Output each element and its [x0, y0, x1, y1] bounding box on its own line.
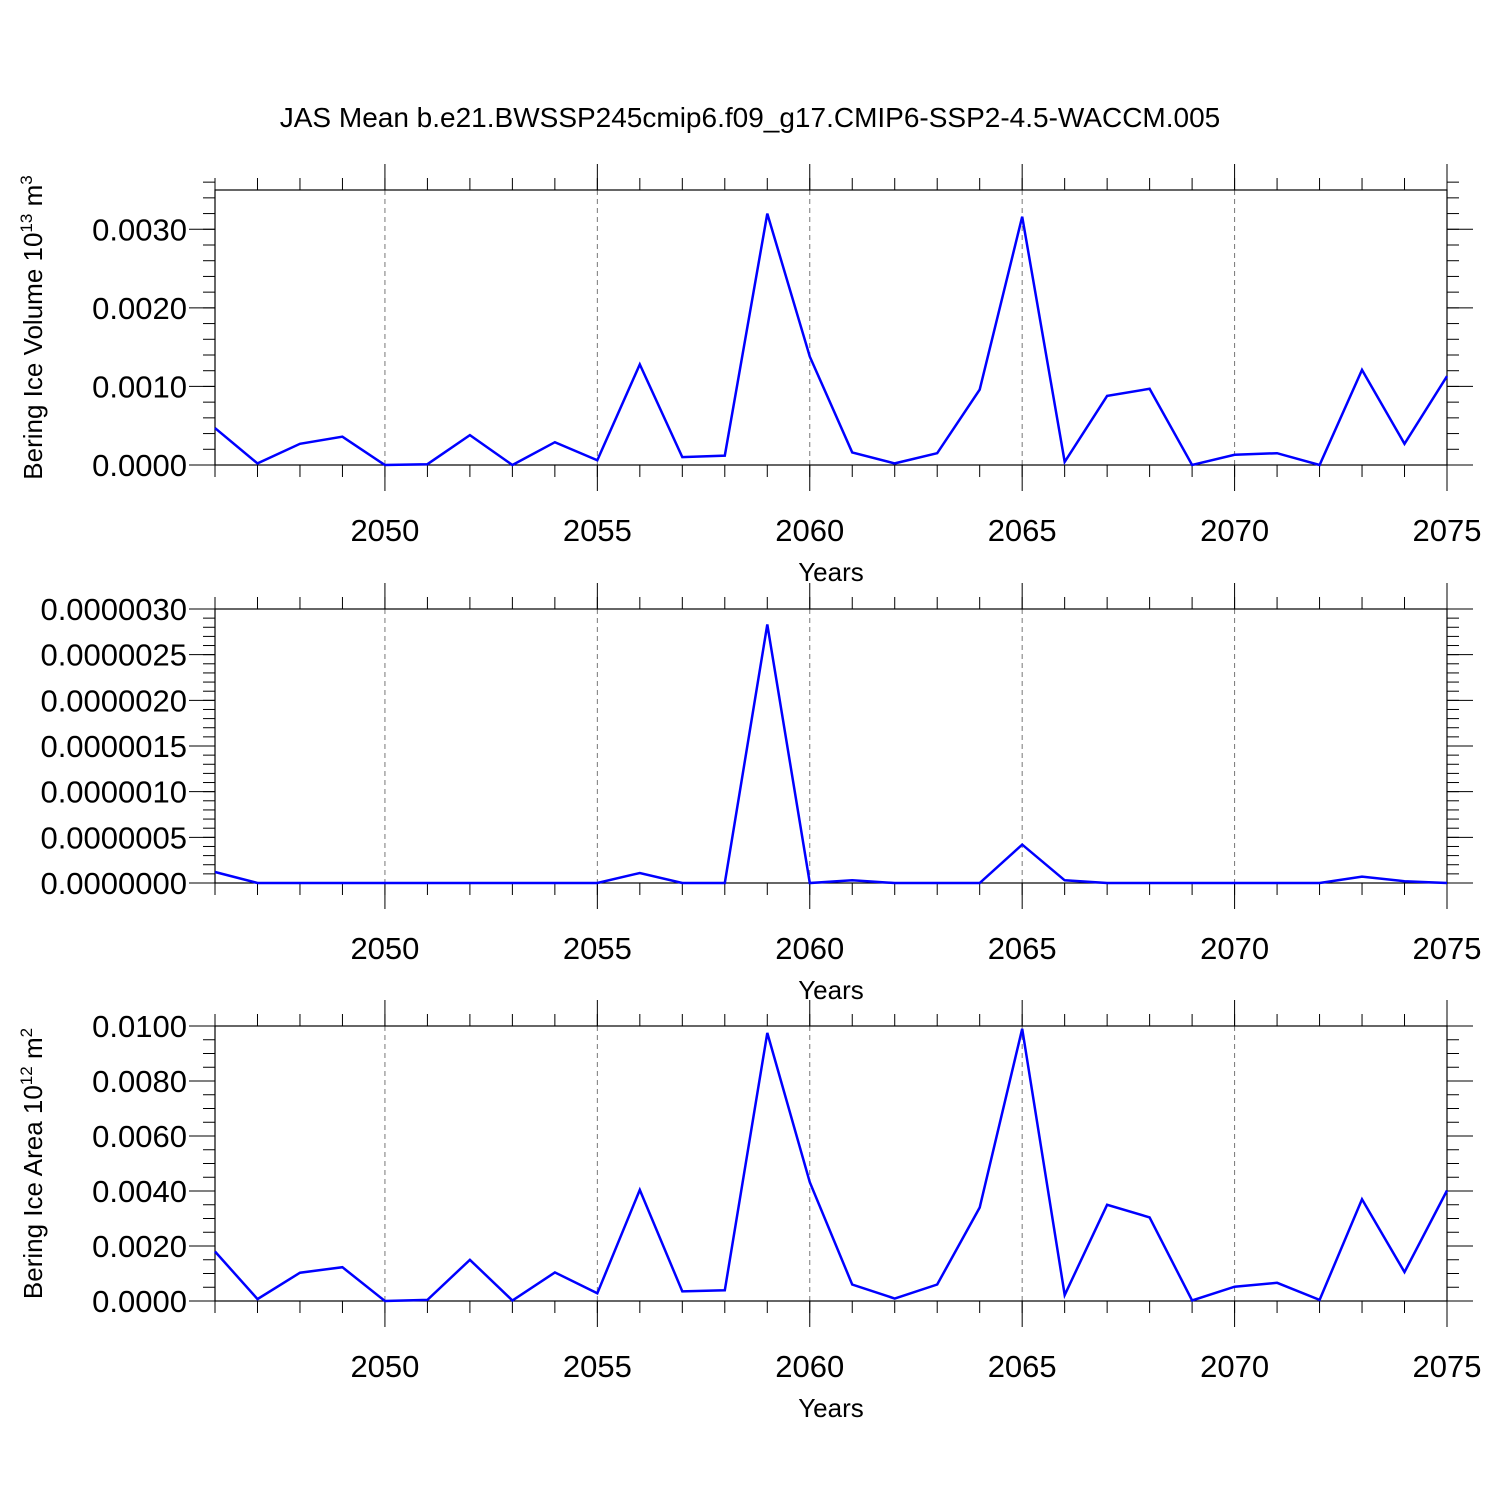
y-tick-label: 0.0100 [92, 1009, 187, 1044]
y-axis-title-part: m [18, 185, 48, 214]
x-axis-title: Years [798, 975, 864, 1005]
y-tick-label: 0.0000010 [40, 775, 187, 810]
y-tick-label: 0.0000030 [40, 592, 187, 627]
y-axis-title-part: m [18, 1037, 48, 1066]
y-axis-title-part: Bering Ice Area 10 [18, 1085, 48, 1299]
plot-frame [214, 608, 1448, 884]
y-tick-label: 0.0000005 [40, 820, 187, 855]
series-line [214, 1028, 1449, 1303]
x-tick-label-2070: 2070 [1200, 513, 1269, 548]
y-axis-unit-exponent: 2 [17, 1028, 36, 1037]
y-tick-label: 0.0010 [92, 369, 187, 404]
y-axis-unit-exponent: 12 [17, 1066, 36, 1085]
x-tick-label-2060: 2060 [775, 931, 844, 966]
plot-frame [214, 189, 1448, 466]
x-tick-label-2050: 2050 [350, 513, 419, 548]
y-axis-title: Bering Ice Area 1012 m2 [17, 1028, 48, 1299]
x-tick-label-2060: 2060 [775, 513, 844, 548]
y-tick-label: 0.0030 [92, 212, 187, 247]
y-axis-unit-exponent: 13 [17, 214, 36, 233]
x-axis-title: Years [798, 557, 864, 587]
y-tick-label: 0.0000 [92, 1284, 187, 1319]
x-tick-label-2075: 2075 [1413, 931, 1482, 966]
x-tick-label-2065: 2065 [988, 931, 1057, 966]
y-tick-label: 0.0000 [92, 448, 187, 483]
y-axis-unit-exponent: 3 [17, 175, 36, 184]
y-axis-title-part: Bering Ice Volume 10 [18, 233, 48, 480]
y-axis-title: Bering Ice Volume 1013 m3 [17, 175, 48, 479]
y-tick-label: 0.0000025 [40, 638, 187, 673]
y-tick-label: 0.0020 [92, 291, 187, 326]
chart-title: JAS Mean b.e21.BWSSP245cmip6.f09_g17.CMI… [280, 102, 1221, 133]
x-tick-label-2055: 2055 [563, 931, 632, 966]
x-tick-label-2075: 2075 [1413, 513, 1482, 548]
x-tick-label-2070: 2070 [1200, 1349, 1269, 1384]
x-tick-label-2075: 2075 [1413, 1349, 1482, 1384]
x-tick-label-2050: 2050 [350, 1349, 419, 1384]
series-line [214, 624, 1448, 885]
y-tick-label: 0.0060 [92, 1119, 187, 1154]
x-tick-label-2065: 2065 [988, 1349, 1057, 1384]
plot-frame [214, 1025, 1448, 1302]
x-tick-label-2055: 2055 [563, 513, 632, 548]
x-axis-title: Years [798, 1393, 864, 1423]
y-tick-label: 0.0040 [92, 1174, 187, 1209]
x-tick-label-2055: 2055 [563, 1349, 632, 1384]
panel-middle: 2050 2055 2060 2065 2070 2075 Years 0.0000000 0.… [40, 583, 1481, 1005]
panel-ice-volume: 2050 2055 2060 2065 2070 2075 Years 0.0000 0.001… [17, 164, 1482, 587]
y-tick-label: 0.0020 [92, 1229, 187, 1264]
x-tick-label-2060: 2060 [775, 1349, 844, 1384]
y-tick-label: 0.0000015 [40, 729, 187, 764]
series-line [214, 213, 1449, 467]
x-tick-label-2050: 2050 [350, 931, 419, 966]
y-tick-label: 0.0080 [92, 1064, 187, 1099]
y-tick-label: 0.0000020 [40, 683, 187, 718]
x-tick-label-2070: 2070 [1200, 931, 1269, 966]
panel-ice-area: 2050 2055 2060 2065 2070 2075 Years 0.0000 0.002… [17, 1000, 1482, 1423]
x-tick-label-2065: 2065 [988, 513, 1057, 548]
y-tick-label: 0.0000000 [40, 866, 187, 901]
